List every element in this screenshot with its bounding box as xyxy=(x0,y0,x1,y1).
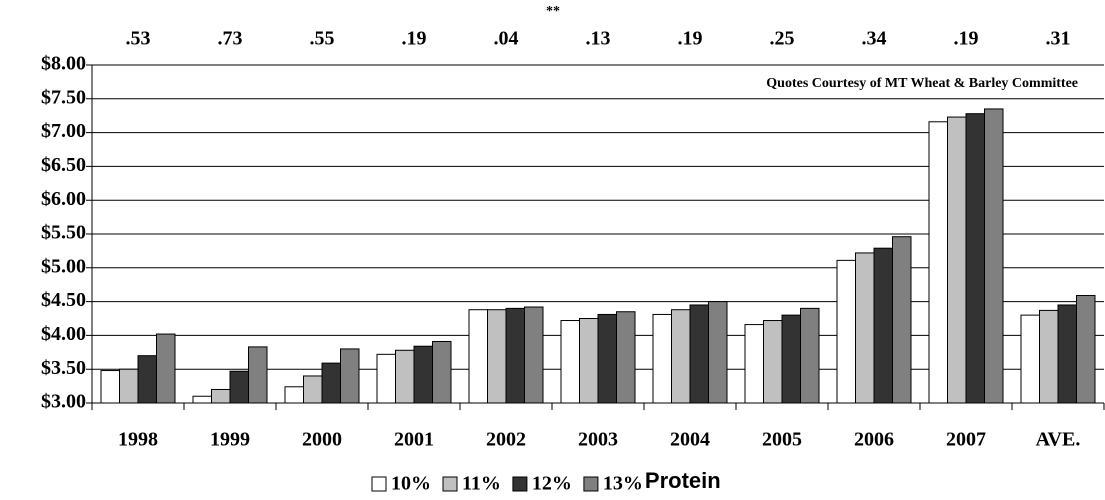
x-tick-label: 2000 xyxy=(302,429,342,451)
spread-label: .19 xyxy=(402,28,427,50)
bar xyxy=(248,346,268,404)
x-tick-label: 1999 xyxy=(210,429,250,451)
x-tick-label: 2004 xyxy=(670,429,710,451)
bar xyxy=(413,345,433,404)
spread-label: .55 xyxy=(310,28,335,50)
x-tick-label: 1998 xyxy=(118,429,158,451)
bar xyxy=(321,362,341,404)
legend-swatch xyxy=(512,476,528,492)
bar xyxy=(1076,295,1096,404)
legend-label: 11% xyxy=(462,473,501,495)
bar xyxy=(156,333,176,404)
y-tick-label: $8.00 xyxy=(41,53,86,75)
bar xyxy=(616,311,636,404)
spread-label: .34 xyxy=(862,28,887,50)
spread-label: .04 xyxy=(494,28,519,50)
y-tick-label: $4.50 xyxy=(41,289,86,311)
bar xyxy=(597,313,617,404)
bar xyxy=(487,309,507,404)
x-tick-label: 2005 xyxy=(762,429,802,451)
bar xyxy=(763,320,783,404)
bar xyxy=(836,259,856,404)
x-tick-label: AVE. xyxy=(1036,429,1081,451)
bar xyxy=(781,314,801,404)
bar xyxy=(395,349,415,404)
bar xyxy=(340,348,360,404)
bar xyxy=(579,318,599,404)
bar xyxy=(192,395,212,404)
spread-label: .19 xyxy=(954,28,979,50)
bar xyxy=(708,301,728,404)
spread-label: .25 xyxy=(770,28,795,50)
bar xyxy=(855,252,875,404)
bar xyxy=(560,320,580,404)
bar xyxy=(211,388,231,404)
x-tick-label: 2007 xyxy=(946,429,986,451)
y-tick-label: $6.00 xyxy=(41,188,86,210)
bar xyxy=(947,116,967,404)
bar xyxy=(284,386,304,404)
y-tick-label: $5.50 xyxy=(41,222,86,244)
bar xyxy=(689,304,709,404)
marker-note: ** xyxy=(546,4,560,19)
bar xyxy=(873,247,893,404)
y-tick-label: $7.00 xyxy=(41,120,86,142)
bar xyxy=(1020,314,1040,404)
bar xyxy=(671,309,691,404)
y-tick-label: $5.00 xyxy=(41,255,86,277)
x-tick-label: 2002 xyxy=(486,429,526,451)
legend-label: 12% xyxy=(532,473,572,495)
y-tick-label: $6.50 xyxy=(41,154,86,176)
y-tick-label: $4.00 xyxy=(41,323,86,345)
y-tick-label: $7.50 xyxy=(41,86,86,108)
bar xyxy=(744,324,764,404)
bar xyxy=(376,353,396,404)
bar xyxy=(432,340,452,404)
spread-label: .73 xyxy=(218,28,243,50)
spread-label: .19 xyxy=(678,28,703,50)
bar xyxy=(892,236,912,404)
bar xyxy=(100,370,120,404)
legend-swatch xyxy=(442,476,458,492)
bar xyxy=(965,113,985,404)
bar xyxy=(119,368,139,404)
legend-swatch xyxy=(583,476,599,492)
bar xyxy=(468,309,488,404)
legend-suffix: Protein xyxy=(645,468,721,493)
legend-label: 13% xyxy=(603,473,643,495)
spread-label: .53 xyxy=(126,28,151,50)
spread-label: .31 xyxy=(1046,28,1071,50)
x-tick-label: 2003 xyxy=(578,429,618,451)
legend-swatch xyxy=(371,476,387,492)
y-tick-label: $3.50 xyxy=(41,357,86,379)
bar xyxy=(229,370,249,404)
legend-label: 10% xyxy=(391,473,431,495)
bar xyxy=(1039,309,1059,404)
bar xyxy=(524,306,544,404)
bar xyxy=(800,307,820,404)
x-tick-label: 2001 xyxy=(394,429,434,451)
bar xyxy=(984,108,1004,404)
annotation: Quotes Courtesy of MT Wheat & Barley Com… xyxy=(766,76,1078,91)
bar xyxy=(505,307,525,404)
bar xyxy=(1057,304,1077,404)
bar xyxy=(303,375,323,404)
bar xyxy=(652,313,672,404)
x-tick-label: 2006 xyxy=(854,429,894,451)
bar xyxy=(137,355,157,404)
y-tick-label: $3.00 xyxy=(41,391,86,413)
spread-label: .13 xyxy=(586,28,611,50)
bar xyxy=(928,121,948,404)
